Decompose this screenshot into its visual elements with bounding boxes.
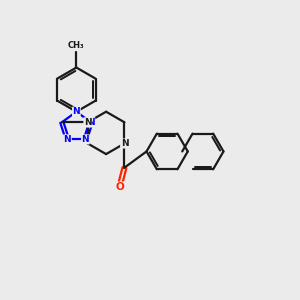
- Text: O: O: [116, 182, 124, 192]
- Text: N: N: [121, 139, 128, 148]
- Text: N: N: [84, 118, 92, 127]
- Text: CH₃: CH₃: [68, 41, 85, 50]
- Text: N: N: [73, 107, 80, 116]
- Text: N: N: [64, 135, 71, 144]
- Text: N: N: [82, 135, 89, 144]
- Text: N: N: [87, 118, 95, 127]
